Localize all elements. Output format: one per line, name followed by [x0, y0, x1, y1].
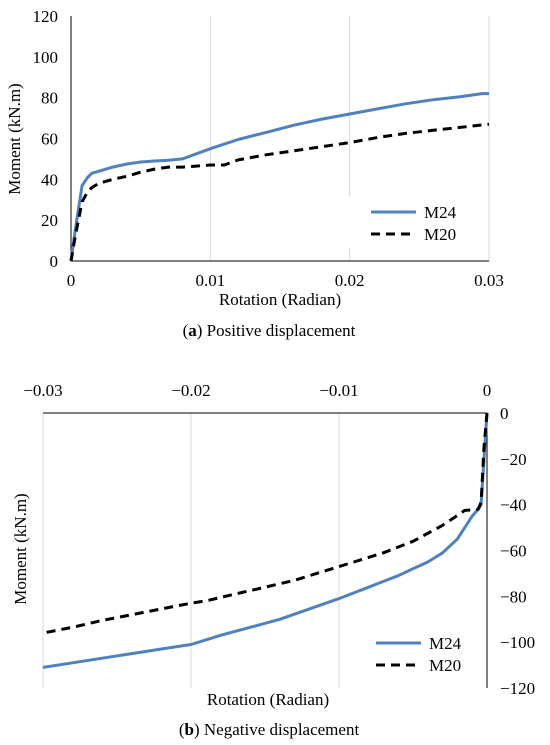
series-line-m24 [69, 92, 489, 262]
caption: (b) Negative displacement [179, 720, 360, 739]
legend-background [345, 626, 485, 678]
x-axis-label: Rotation (Radian) [207, 690, 329, 709]
y-tick-label: −60 [500, 542, 527, 561]
caption-text: Positive displacement [207, 321, 356, 340]
y-tick-label: −100 [500, 633, 535, 652]
x-tick-label: −0.02 [171, 381, 210, 400]
x-tick-label: −0.03 [23, 381, 62, 400]
caption-letter: b [184, 720, 193, 739]
y-tick-label: −20 [500, 450, 527, 469]
axes [43, 412, 488, 688]
tick-labels: −0.03 −0.02 −0.01 00 −20 −40 −60 −80 −100 −120 [23, 381, 535, 698]
caption: (a) Positive displacement [183, 321, 356, 340]
tick-labels: 0 0.01 0.02 0.03 0 20 40 60 80 100 120 [33, 7, 504, 290]
x-tick-label: 0.02 [335, 271, 365, 290]
y-tick-label: 100 [33, 48, 59, 67]
axes [70, 16, 489, 262]
caption-letter: a [188, 321, 197, 340]
x-tick-label: 0.03 [474, 271, 504, 290]
x-tick-label: −0.01 [319, 381, 358, 400]
y-tick-label: 0 [500, 404, 509, 423]
y-tick-label: 20 [41, 211, 58, 230]
y-axis-label: Moment (kN.m) [5, 83, 24, 194]
y-tick-label: −80 [500, 587, 527, 606]
series-line-m20 [69, 122, 490, 262]
legend-label-m20: M20 [429, 656, 461, 675]
series-group [69, 92, 490, 262]
legend-background [343, 196, 483, 248]
y-axis-label: Moment (kN.m) [11, 493, 30, 604]
caption-text: Negative displacement [204, 720, 360, 739]
y-tick-label: 80 [41, 89, 58, 108]
legend-label-m20: M20 [424, 225, 456, 244]
y-tick-label: 0 [50, 252, 59, 271]
x-tick-label: 0 [483, 381, 492, 400]
series-line-m20 [42, 412, 489, 635]
legend-label-m24: M24 [429, 634, 462, 653]
y-tick-label: 120 [33, 7, 59, 26]
legend-label-m24: M24 [424, 203, 457, 222]
y-tick-label: −40 [500, 496, 527, 515]
chart-negative-displacement: −0.03 −0.02 −0.01 00 −20 −40 −60 −80 −100 −120 M2… [11, 381, 535, 739]
series-group [42, 412, 489, 669]
x-tick-label: 0 [67, 271, 76, 290]
series-line-m24 [42, 412, 489, 669]
y-tick-label: 40 [41, 170, 58, 189]
y-tick-label: 60 [41, 130, 58, 149]
y-tick-label: −120 [500, 679, 535, 698]
x-axis-label: Rotation (Radian) [219, 290, 341, 309]
x-tick-label: 0.01 [195, 271, 225, 290]
